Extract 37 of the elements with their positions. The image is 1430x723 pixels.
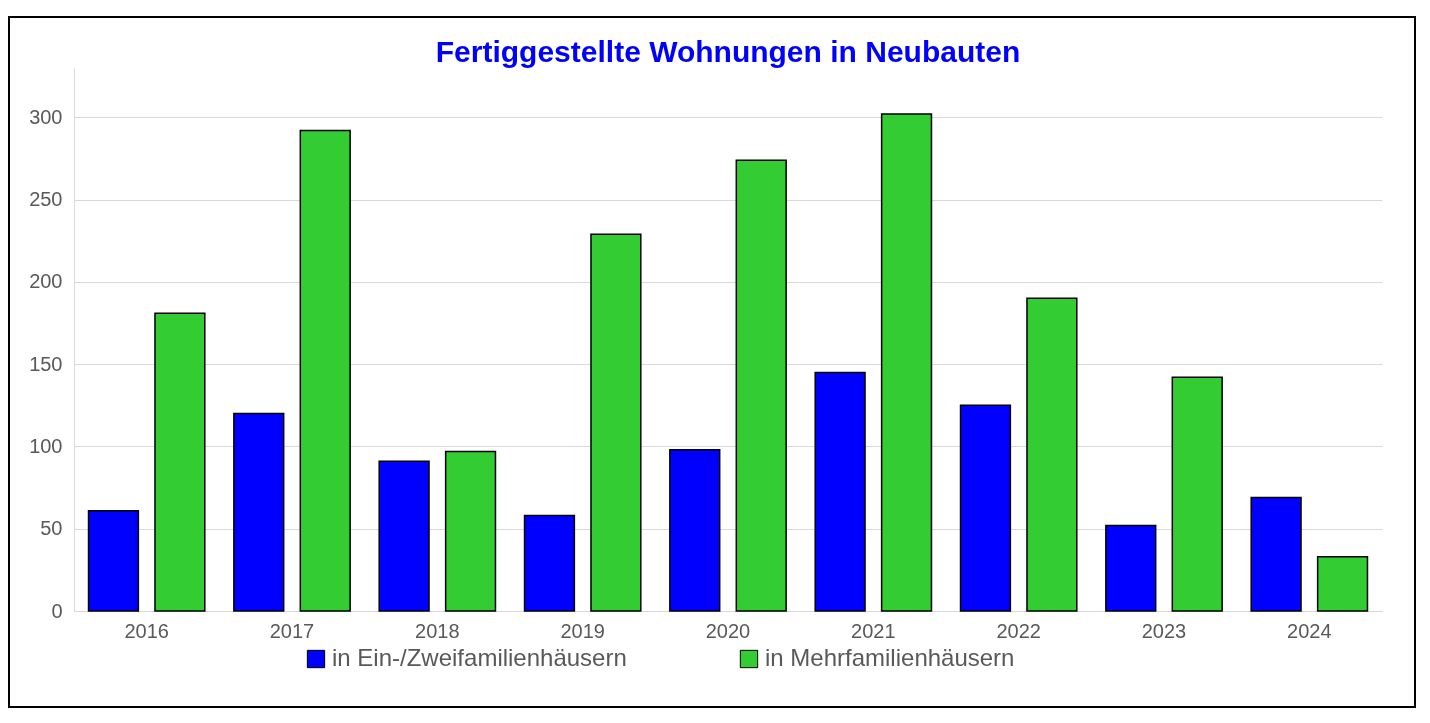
bar bbox=[1316, 555, 1369, 612]
bar bbox=[1171, 376, 1223, 612]
x-tick-label: 2022 bbox=[996, 619, 1041, 642]
bar bbox=[959, 404, 1012, 612]
bar bbox=[378, 460, 430, 612]
x-tick-label: 2017 bbox=[269, 619, 315, 642]
y-tick-label: 200 bbox=[29, 270, 63, 293]
x-tick-label: 2019 bbox=[560, 619, 605, 642]
x-tick-label: 2021 bbox=[851, 619, 896, 642]
bar bbox=[1026, 297, 1078, 612]
bar bbox=[1105, 524, 1157, 612]
bar bbox=[590, 233, 642, 612]
x-tick-label: 2016 bbox=[124, 619, 169, 642]
bar bbox=[299, 129, 351, 612]
x-tick-label: 2020 bbox=[705, 619, 751, 642]
y-tick-label: 0 bbox=[51, 599, 63, 622]
x-tick-label: 2018 bbox=[415, 619, 460, 642]
bar bbox=[880, 113, 933, 612]
x-tick-label: 2024 bbox=[1287, 619, 1332, 642]
bar bbox=[87, 509, 140, 612]
y-tick-label: 100 bbox=[29, 434, 63, 457]
bar bbox=[1250, 496, 1302, 612]
legend-label: in Mehrfamilienhäusern bbox=[765, 644, 1015, 671]
y-tick-label: 150 bbox=[29, 352, 63, 375]
legend-label: in Ein-/Zweifamilienhäusern bbox=[332, 644, 627, 671]
bar bbox=[669, 449, 721, 612]
bar bbox=[814, 371, 866, 612]
x-tick-label: 2023 bbox=[1141, 619, 1187, 642]
bar bbox=[735, 159, 787, 612]
bar bbox=[523, 514, 576, 612]
bar bbox=[154, 312, 206, 612]
bar bbox=[233, 412, 285, 612]
y-tick-label: 300 bbox=[29, 105, 63, 128]
chart-title: Fertiggestellte Wohnungen in Neubauten bbox=[435, 35, 1021, 68]
y-tick-label: 50 bbox=[40, 517, 63, 540]
bar bbox=[444, 450, 497, 612]
y-tick-label: 250 bbox=[29, 188, 63, 211]
